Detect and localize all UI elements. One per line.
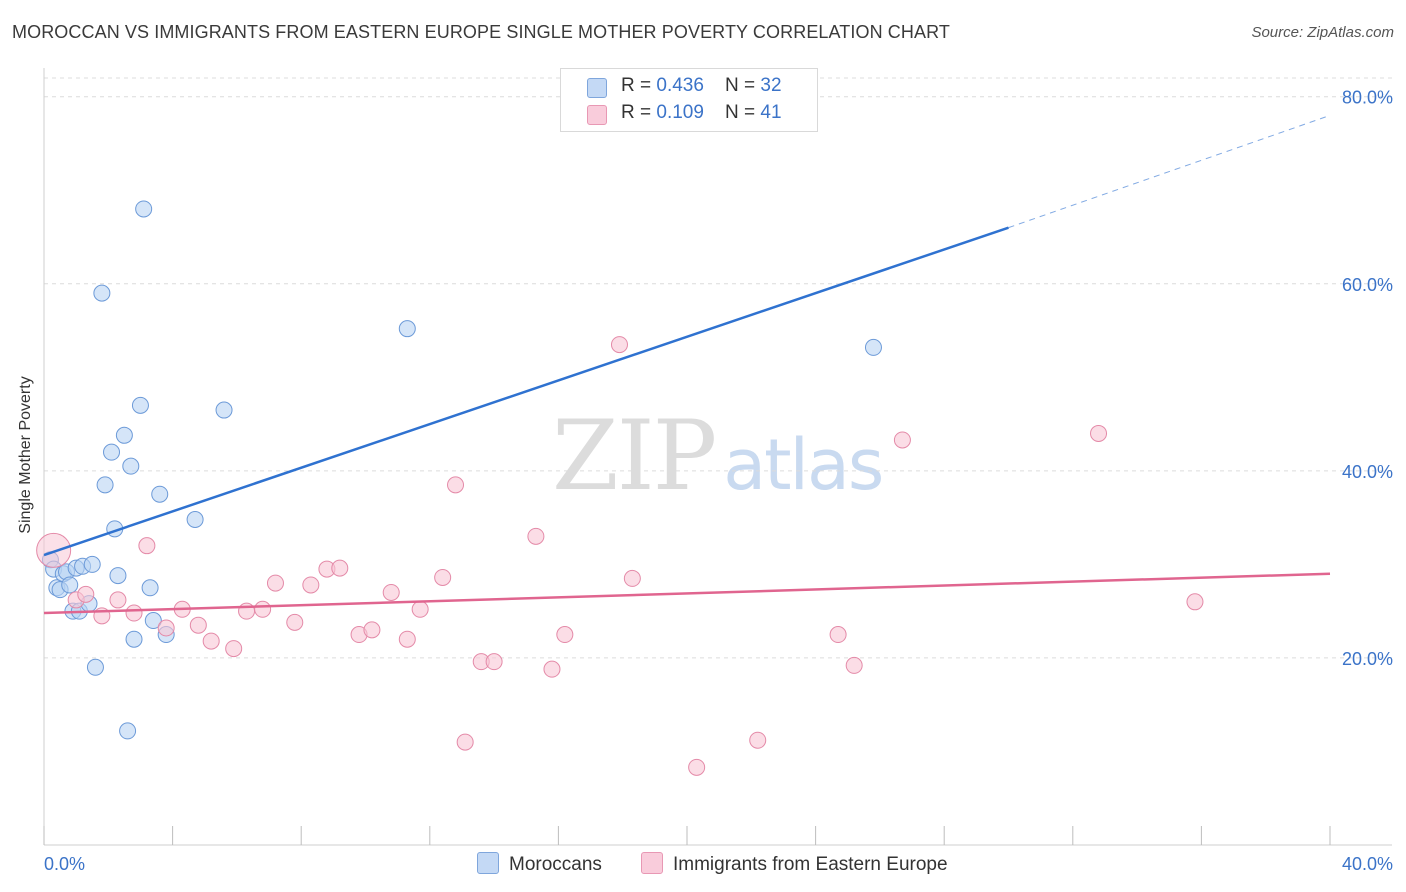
watermark-atlas: atlas <box>723 424 884 506</box>
y-tick-label: 40.0% <box>1342 462 1393 482</box>
point-eastern-europe <box>36 532 72 568</box>
point-moroccans <box>96 476 114 494</box>
point-moroccans <box>141 579 159 597</box>
point-eastern-europe <box>434 568 452 586</box>
point-eastern-europe <box>77 585 95 603</box>
x-tick-label: 0.0% <box>44 854 85 874</box>
bottom-legend-swatch-blue <box>477 852 499 874</box>
chart-title: MOROCCAN VS IMMIGRANTS FROM EASTERN EURO… <box>12 22 950 42</box>
point-moroccans <box>864 338 882 356</box>
point-eastern-europe <box>254 600 272 618</box>
point-eastern-europe <box>1186 593 1204 611</box>
point-eastern-europe <box>125 604 143 622</box>
point-eastern-europe <box>266 574 284 592</box>
point-eastern-europe <box>225 640 243 658</box>
point-moroccans <box>215 401 233 419</box>
point-eastern-europe <box>189 616 207 634</box>
point-eastern-europe <box>109 591 127 609</box>
trendline-eastern-europe <box>43 572 1331 615</box>
point-moroccans <box>135 200 153 218</box>
legend-text-moroccans: R = 0.436 N = 32 <box>621 75 782 97</box>
point-eastern-europe <box>286 613 304 631</box>
trendline-moroccans <box>43 226 1009 557</box>
point-eastern-europe <box>138 537 156 555</box>
point-eastern-europe <box>382 583 400 601</box>
point-eastern-europe <box>447 476 465 494</box>
point-moroccans <box>131 396 149 414</box>
watermark-zip: ZIP <box>552 400 717 512</box>
legend-r-label: R = <box>621 75 657 96</box>
x-tick-label: 40.0% <box>1342 854 1393 874</box>
bottom-legend-label-eastern-europe: Immigrants from Eastern Europe <box>673 854 948 875</box>
point-moroccans <box>186 510 204 528</box>
legend-text-eastern-europe: R = 0.109 N = 41 <box>621 102 782 124</box>
point-eastern-europe <box>398 630 416 648</box>
watermark: ZIP atlas <box>552 400 884 512</box>
legend-swatch-pink <box>587 105 607 125</box>
y-tick-label: 80.0% <box>1342 88 1393 108</box>
correlation-legend: R = 0.436 N = 32 R = 0.109 N = 41 <box>560 68 818 132</box>
legend-n-label: N = <box>725 102 761 123</box>
point-eastern-europe <box>456 733 474 751</box>
point-eastern-europe <box>610 336 628 354</box>
point-moroccans <box>398 320 416 338</box>
legend-n-label: N = <box>725 75 761 96</box>
legend-n-value: 41 <box>760 102 782 123</box>
point-moroccans <box>119 722 137 740</box>
y-tick-label: 20.0% <box>1342 649 1393 669</box>
point-moroccans <box>83 555 101 573</box>
point-moroccans <box>122 457 140 475</box>
point-moroccans <box>103 443 121 461</box>
point-moroccans <box>144 612 162 630</box>
legend-r-label: R = <box>621 102 657 123</box>
point-eastern-europe <box>202 632 220 650</box>
bottom-legend-swatch-pink <box>641 852 663 874</box>
point-eastern-europe <box>485 653 503 671</box>
point-moroccans <box>151 485 169 503</box>
point-eastern-europe <box>556 626 574 644</box>
bottom-legend-label-moroccans: Moroccans <box>509 854 602 875</box>
point-moroccans <box>109 567 127 585</box>
bottom-legend-moroccans: Moroccans <box>477 852 602 876</box>
point-moroccans <box>61 576 79 594</box>
legend-r-value: 0.436 <box>656 75 704 96</box>
point-eastern-europe <box>527 527 545 545</box>
y-axis-label: Single Mother Poverty <box>17 376 34 534</box>
point-eastern-europe <box>543 660 561 678</box>
point-eastern-europe <box>845 656 863 674</box>
y-tick-label: 60.0% <box>1342 275 1393 295</box>
point-moroccans <box>115 426 133 444</box>
source-label: Source: ZipAtlas.com <box>1251 24 1394 41</box>
bottom-legend-eastern-europe: Immigrants from Eastern Europe <box>641 852 948 876</box>
legend-swatch-blue <box>587 78 607 98</box>
point-eastern-europe <box>157 619 175 637</box>
point-moroccans <box>93 284 111 302</box>
point-moroccans <box>125 630 143 648</box>
point-eastern-europe <box>623 569 641 587</box>
legend-n-value: 32 <box>760 75 782 96</box>
point-eastern-europe <box>411 600 429 618</box>
point-eastern-europe <box>331 559 349 577</box>
point-eastern-europe <box>302 576 320 594</box>
trendline-moroccans-extension <box>1008 114 1331 229</box>
point-eastern-europe <box>688 758 706 776</box>
legend-r-value: 0.109 <box>656 102 704 123</box>
point-eastern-europe <box>363 621 381 639</box>
point-eastern-europe <box>829 626 847 644</box>
point-moroccans <box>86 658 104 676</box>
point-eastern-europe <box>749 731 767 749</box>
point-eastern-europe <box>893 431 911 449</box>
point-eastern-europe <box>1090 424 1108 442</box>
